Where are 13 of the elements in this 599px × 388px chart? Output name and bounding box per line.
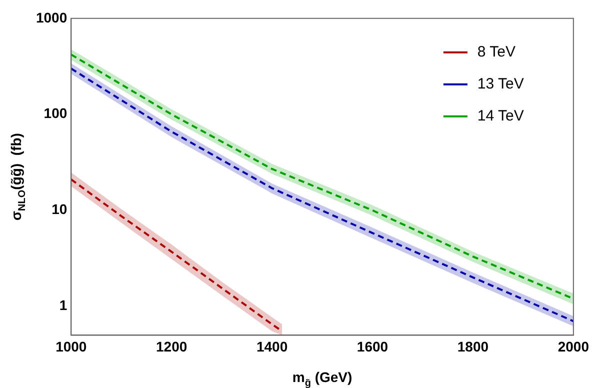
x-tick-label: 1800 xyxy=(457,338,489,354)
legend-label: 14 TeV xyxy=(477,108,524,125)
x-tick-label: 1600 xyxy=(356,338,388,354)
y-tick-label: 100 xyxy=(44,105,68,122)
legend-label: 13 TeV xyxy=(477,76,524,93)
y-tick-label: 1 xyxy=(59,297,68,314)
x-tick-label: 1200 xyxy=(156,338,188,354)
y-axis-title: σNLO(g̃g̃) (fb) xyxy=(8,133,28,221)
y-tick-label: 1000 xyxy=(36,9,68,26)
x-tick-label: 1400 xyxy=(256,338,288,354)
y-tick-label: 10 xyxy=(52,201,68,218)
legend-label: 8 TeV xyxy=(477,44,516,61)
x-tick-label: 2000 xyxy=(558,338,590,354)
